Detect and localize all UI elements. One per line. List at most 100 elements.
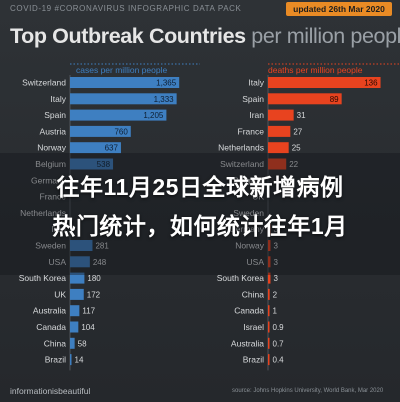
cases-value-label: 538 [97,160,111,169]
cases-panel: cases per million people Switzerland 1,365… [19,63,200,371]
cases-value-label: 117 [82,307,95,316]
cases-category-label: UK [54,289,66,299]
cases-category-label: Spain [44,110,66,120]
deaths-category-label: Sweden [233,208,264,218]
deaths-category-label: Belgium [233,175,264,185]
cases-bar [70,288,84,300]
deaths-value-label: 3 [273,274,278,283]
cases-value-label: 104 [81,323,95,332]
cases-category-label: Netherlands [20,208,66,218]
deaths-category-label: South Korea [217,273,265,283]
page-title: Top Outbreak Countries per million peopl… [10,24,400,49]
deaths-value-label: 3 [273,242,278,251]
cases-bar [70,354,72,366]
deaths-bar [268,109,294,121]
cases-value-label: 180 [87,274,101,283]
deaths-value-label: 27 [293,127,302,136]
deaths-category-label: Iran [249,110,264,120]
deaths-value-label: 3 [273,225,278,234]
deaths-value-label: 31 [297,111,306,120]
pack-title: COVID-19 #CORONAVIRUS INFOGRAPHIC DATA P… [10,4,242,13]
deaths-value-label: 89 [330,95,339,104]
deaths-value-label: 22 [289,160,298,169]
cases-bar [70,142,121,154]
cases-bar [70,272,85,284]
deaths-category-label: Australia [231,338,264,348]
cases-value-label: 1,365 [156,79,177,88]
deaths-category-label: Germany [229,224,265,234]
cases-value-label: 637 [105,144,119,153]
deaths-category-label: Spain [242,94,264,104]
deaths-value-label: 2 [273,290,278,299]
cases-category-label: Switzerland [22,78,66,88]
deaths-bar [268,305,270,317]
deaths-bar [268,240,271,251]
deaths-bar [268,256,271,268]
cases-category-label: Sweden [35,241,66,251]
deaths-value-label: 0.7 [273,339,285,348]
deaths-category-label: UK [252,192,264,202]
cases-bar [70,109,167,121]
deaths-category-label: Canada [234,306,264,316]
cases-value-label: 58 [78,339,87,348]
deaths-bar [268,337,270,349]
overlay-headline-1: 往年11月25日全球新增病例 [56,174,344,200]
cases-value-label: 760 [114,127,128,136]
deaths-bar [268,93,342,105]
deaths-value-label: 0.9 [273,323,285,332]
deaths-bar [268,125,291,137]
deaths-category-label: Brazil [243,355,264,365]
cases-value-label: 14 [75,356,84,365]
cases-category-label: USA [49,257,67,267]
deaths-category-label: Switzerland [220,159,264,169]
cases-category-label: Germany [31,175,67,185]
cases-category-label: Belgium [35,159,66,169]
deaths-bar [268,288,270,300]
cases-value-label: 172 [87,290,101,299]
cases-bar [70,305,80,317]
deaths-bar [268,77,381,88]
cases-category-label: Norway [37,143,67,153]
title-main: Top Outbreak Countries [10,24,246,48]
deaths-category-label: France [238,126,265,136]
updated-badge: updated 26th Mar 2020 [286,2,392,16]
deaths-value-label: 3 [273,258,278,267]
cases-bar [70,93,177,105]
deaths-value-label: 1 [273,307,278,316]
deaths-category-label: Italy [248,78,264,88]
deaths-category-label: USA [247,257,265,267]
cases-category-label: South Korea [19,273,67,283]
cases-category-label: Brazil [45,355,66,365]
header: COVID-19 #CORONAVIRUS INFOGRAPHIC DATA P… [0,0,400,56]
deaths-value-label: 136 [364,79,378,88]
cases-category-label: Iran [51,224,66,234]
cases-value-label: 1,205 [143,111,164,120]
title-sub: per million people [251,24,400,48]
cases-value-label: 281 [95,242,109,251]
cases-category-label: China [44,338,66,348]
deaths-bar [268,142,289,154]
cases-category-label: Italy [50,94,66,104]
deaths-bar [268,354,270,366]
cases-bar [70,158,114,170]
deaths-panel: deaths per million people Italy 136 Spain 89… [217,63,400,371]
cases-value-label: 248 [93,258,107,267]
cases-value-label: 1,333 [154,95,175,104]
deaths-panel-title: deaths per million people [268,65,363,75]
deaths-category-label: Norway [235,241,265,251]
cases-panel-title: cases per million people [76,65,167,75]
cases-bar [70,77,180,88]
cases-category-label: Canada [36,322,66,332]
cases-category-label: France [40,192,67,202]
deaths-value-label: 0.4 [273,356,285,365]
cases-bar [70,125,131,137]
cases-category-label: Austria [40,126,67,136]
deaths-category-label: Netherlands [218,143,264,153]
deaths-bar [268,321,270,333]
source-note: source: Johns Hopkins University, World … [232,388,384,394]
overlay-headline-2: 热门统计，如何统计往年1月 [52,213,348,239]
cases-bar [70,321,79,333]
deaths-bar [268,223,271,235]
